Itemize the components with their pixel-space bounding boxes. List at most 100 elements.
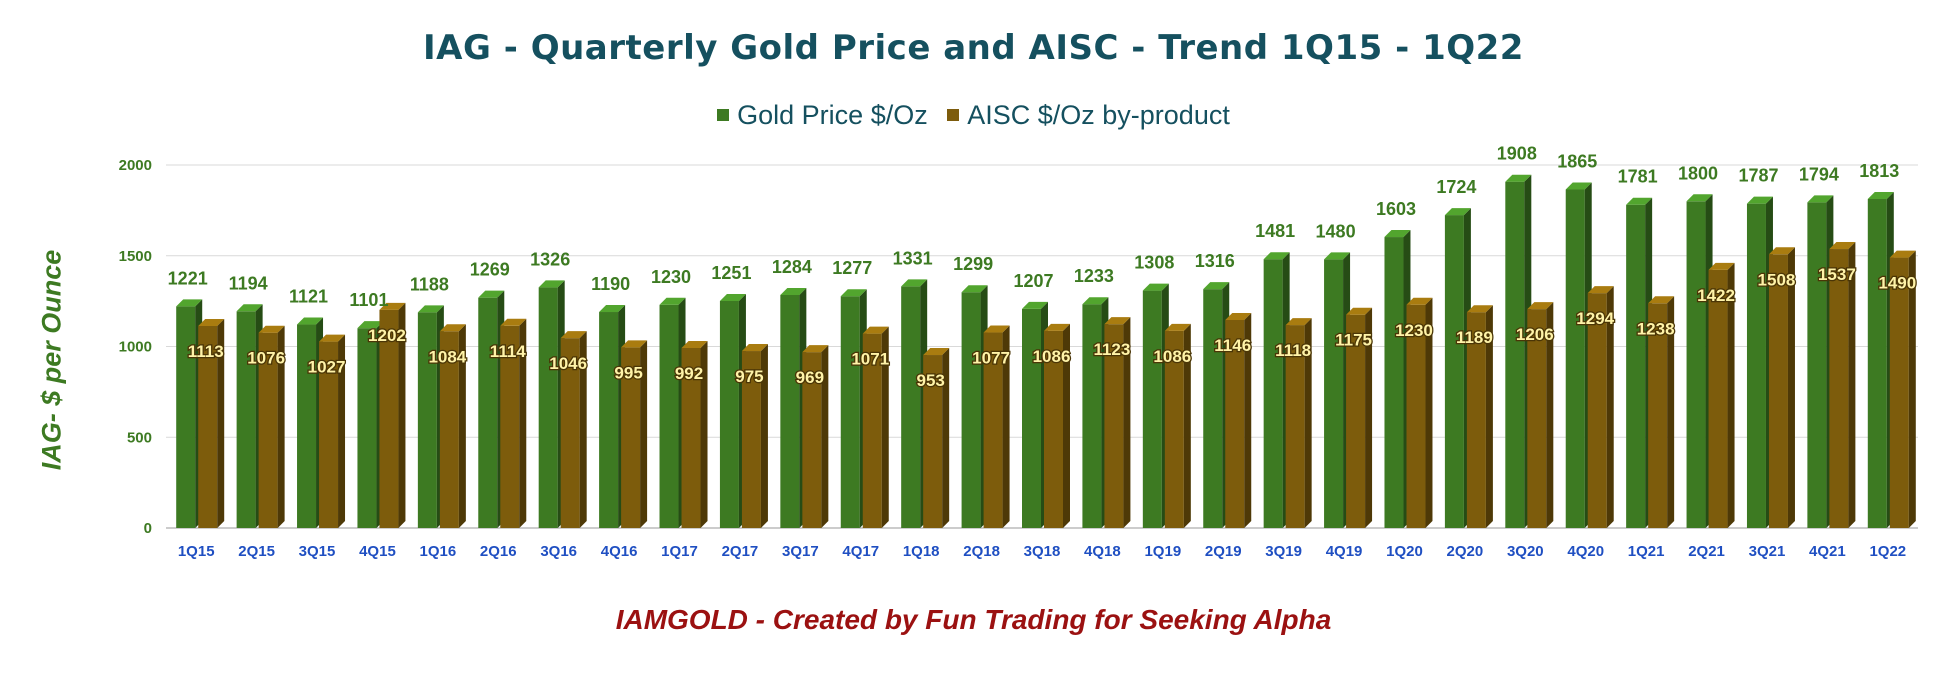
bar-aisc: [681, 347, 701, 528]
data-label-gold-price: 1603: [1376, 199, 1416, 219]
bar-gold-price: [417, 312, 437, 528]
data-label-gold-price: 1794: [1799, 164, 1839, 184]
bar-aisc-top: [681, 340, 708, 348]
data-label-gold-price: 1481: [1255, 221, 1295, 241]
bar-aisc-side: [1787, 247, 1795, 528]
data-label-gold-price: 1221: [168, 268, 208, 288]
bar-aisc: [1768, 254, 1788, 528]
bar-aisc: [1527, 309, 1547, 528]
bar-gold-price: [1203, 289, 1223, 528]
bar-aisc: [1708, 269, 1728, 528]
x-tick-label: 2Q20: [1447, 543, 1484, 560]
bar-aisc-side: [1183, 323, 1191, 528]
legend-item-gold-price: Gold Price $/Oz: [717, 100, 928, 131]
bar-aisc-side: [1123, 317, 1131, 528]
data-label-aisc: 1175: [1335, 331, 1372, 350]
data-label-gold-price: 1800: [1678, 163, 1718, 183]
bar-aisc-top: [1829, 242, 1856, 250]
bar-gold-price: [1626, 204, 1646, 528]
data-label-aisc: 1206: [1516, 325, 1554, 344]
y-tick-label: 500: [127, 429, 152, 446]
bar-gold-price: [961, 292, 981, 528]
x-tick-label: 4Q15: [359, 543, 396, 560]
bar-aisc-side: [458, 324, 466, 528]
bar-aisc-side: [579, 331, 587, 528]
bar-aisc-side: [760, 344, 768, 528]
bar-gold-price-top: [417, 305, 444, 313]
bar-aisc-side: [640, 340, 648, 528]
bar-aisc-top: [1527, 302, 1554, 310]
data-label-gold-price: 1480: [1316, 221, 1356, 241]
bar-gold-price: [1384, 237, 1404, 529]
y-tick-label: 2000: [119, 157, 152, 174]
data-label-aisc: 1508: [1758, 270, 1796, 289]
data-label-gold-price: 1865: [1557, 152, 1597, 172]
bar-aisc-side: [1606, 286, 1614, 528]
data-label-aisc: 1084: [428, 347, 466, 366]
bar-gold-price-top: [236, 304, 263, 312]
bar-gold-price-top: [538, 280, 565, 288]
bar-gold-price-top: [1324, 252, 1351, 260]
x-tick-label: 1Q18: [903, 543, 940, 560]
bar-gold-price: [538, 287, 558, 528]
bar-gold-price: [659, 304, 679, 528]
x-tick-label: 2Q15: [238, 543, 275, 560]
bar-aisc: [1889, 257, 1909, 528]
x-tick-label: 2Q16: [480, 543, 517, 560]
bar-aisc-side: [519, 318, 527, 528]
y-tick-label: 1000: [119, 339, 152, 356]
bar-gold-price-top: [1082, 297, 1109, 305]
bar-gold-price-top: [297, 317, 324, 325]
x-tick-label: 3Q17: [782, 543, 819, 560]
data-label-aisc: 1076: [247, 349, 285, 368]
data-label-gold-price: 1308: [1134, 253, 1174, 273]
x-tick-label: 3Q15: [299, 543, 336, 560]
bar-aisc-top: [1466, 305, 1493, 313]
data-label-gold-price: 1194: [229, 273, 268, 293]
data-label-aisc: 1537: [1818, 265, 1856, 284]
data-label-aisc: 995: [614, 363, 642, 382]
legend-label-gold-price: Gold Price $/Oz: [737, 100, 928, 130]
bar-aisc-top: [1406, 297, 1433, 305]
bar-gold-price-top: [901, 279, 928, 287]
data-label-aisc: 1086: [1033, 347, 1071, 366]
bar-gold-price: [1263, 259, 1283, 528]
bar-aisc-top: [1164, 323, 1191, 331]
bar-gold-price-top: [176, 299, 203, 307]
bar-aisc: [1648, 303, 1668, 528]
bar-aisc-top: [1889, 250, 1916, 258]
data-label-aisc: 969: [796, 368, 824, 387]
bar-aisc: [379, 309, 399, 528]
data-label-aisc: 992: [675, 364, 703, 383]
x-tick-label: 1Q16: [420, 543, 457, 560]
legend-swatch-aisc: [947, 108, 960, 121]
data-label-aisc: 1422: [1697, 286, 1735, 305]
bar-gold-price-top: [1142, 283, 1169, 291]
data-label-aisc: 1146: [1214, 336, 1251, 355]
bar-gold-price: [1444, 215, 1464, 528]
data-label-gold-price: 1269: [470, 260, 510, 280]
bar-aisc-side: [700, 340, 708, 528]
bar-aisc: [319, 341, 339, 528]
x-tick-label: 1Q20: [1386, 543, 1423, 560]
data-label-gold-price: 1190: [591, 274, 630, 294]
data-label-gold-price: 1284: [772, 257, 812, 277]
bar-aisc: [1466, 312, 1486, 528]
x-tick-label: 1Q15: [178, 543, 215, 560]
x-tick-label: 2Q18: [963, 543, 1000, 560]
bar-gold-price: [599, 312, 619, 528]
bar-aisc-top: [802, 345, 829, 353]
bar-aisc-top: [1104, 317, 1131, 325]
bar-aisc-top: [621, 340, 648, 348]
x-tick-label: 3Q18: [1024, 543, 1061, 560]
legend-swatch-gold-price: [717, 108, 730, 121]
bar-gold-price: [1565, 189, 1585, 528]
x-tick-label: 1Q21: [1628, 543, 1665, 560]
y-tick-label: 1500: [119, 248, 152, 265]
bar-gold-price: [1324, 259, 1344, 528]
legend-item-aisc: AISC $/Oz by-product: [947, 100, 1230, 131]
bar-aisc: [1225, 320, 1245, 528]
data-label-gold-price: 1326: [530, 249, 570, 269]
data-label-gold-price: 1724: [1436, 177, 1476, 197]
x-tick-label: 2Q21: [1688, 543, 1725, 560]
